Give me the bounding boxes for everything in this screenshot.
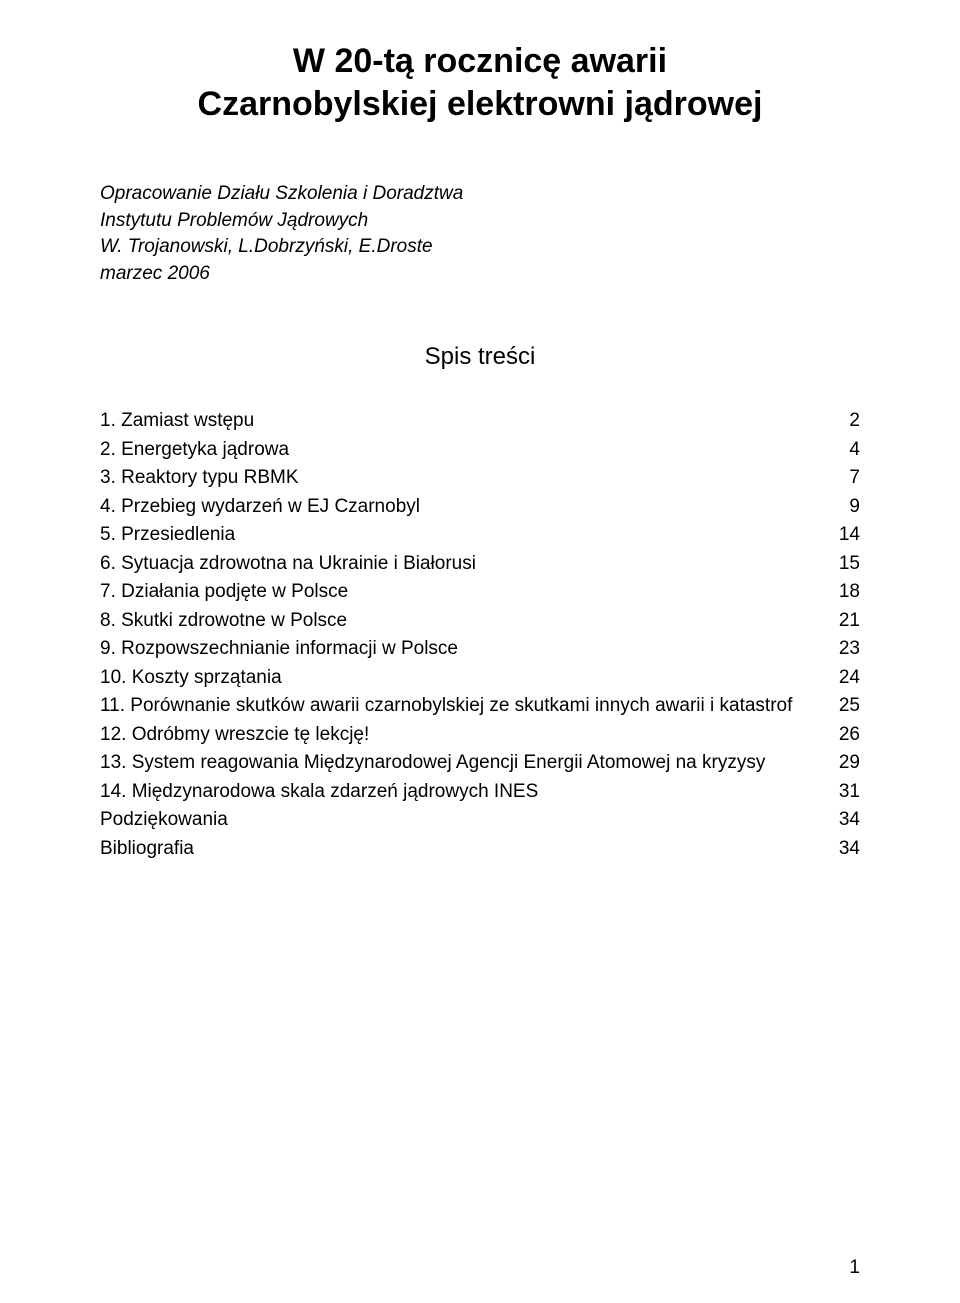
toc-label: 10. Koszty sprzątania	[100, 664, 820, 693]
footer-page-number: 1	[849, 1257, 860, 1279]
toc-row: 5. Przesiedlenia 14	[100, 521, 860, 550]
toc-row: 12. Odróbmy wreszcie tę lekcję! 26	[100, 721, 860, 750]
toc-label: 1. Zamiast wstępu	[100, 407, 820, 436]
title-block: W 20-tą rocznicę awarii Czarnobylskiej e…	[100, 40, 860, 125]
toc: 1. Zamiast wstępu 2 2. Energetyka jądrow…	[100, 407, 860, 863]
toc-page: 34	[820, 806, 860, 835]
toc-label: 5. Przesiedlenia	[100, 521, 820, 550]
toc-label: 6. Sytuacja zdrowotna na Ukrainie i Biał…	[100, 550, 820, 579]
toc-row: 4. Przebieg wydarzeń w EJ Czarnobyl 9	[100, 493, 860, 522]
attribution: Opracowanie Działu Szkolenia i Doradztwa…	[100, 181, 860, 287]
page: W 20-tą rocznicę awarii Czarnobylskiej e…	[0, 0, 960, 1303]
title-line-2: Czarnobylskiej elektrowni jądrowej	[100, 83, 860, 126]
toc-page: 4	[820, 436, 860, 465]
toc-page: 31	[820, 778, 860, 807]
toc-page: 14	[820, 521, 860, 550]
toc-row: 11. Porównanie skutków awarii czarnobyls…	[100, 692, 860, 721]
toc-page: 26	[820, 721, 860, 750]
toc-page: 34	[820, 835, 860, 864]
toc-row: 13. System reagowania Międzynarodowej Ag…	[100, 749, 860, 778]
attribution-line-4: marzec 2006	[100, 261, 860, 288]
toc-row: 6. Sytuacja zdrowotna na Ukrainie i Biał…	[100, 550, 860, 579]
toc-page: 25	[820, 692, 860, 721]
toc-page: 18	[820, 578, 860, 607]
toc-row: 9. Rozpowszechnianie informacji w Polsce…	[100, 635, 860, 664]
toc-row: 3. Reaktory typu RBMK 7	[100, 464, 860, 493]
toc-page: 24	[820, 664, 860, 693]
toc-row: 8. Skutki zdrowotne w Polsce 21	[100, 607, 860, 636]
toc-row: 7. Działania podjęte w Polsce 18	[100, 578, 860, 607]
toc-row: 2. Energetyka jądrowa 4	[100, 436, 860, 465]
title-line-1: W 20-tą rocznicę awarii	[100, 40, 860, 83]
toc-page: 7	[820, 464, 860, 493]
toc-page: 9	[820, 493, 860, 522]
toc-heading: Spis treści	[100, 343, 860, 371]
toc-label: 14. Międzynarodowa skala zdarzeń jądrowy…	[100, 778, 820, 807]
toc-row: 14. Międzynarodowa skala zdarzeń jądrowy…	[100, 778, 860, 807]
toc-page: 15	[820, 550, 860, 579]
toc-row: 10. Koszty sprzątania 24	[100, 664, 860, 693]
toc-row: 1. Zamiast wstępu 2	[100, 407, 860, 436]
toc-label: 2. Energetyka jądrowa	[100, 436, 820, 465]
toc-label: 7. Działania podjęte w Polsce	[100, 578, 820, 607]
toc-page: 21	[820, 607, 860, 636]
toc-label: 4. Przebieg wydarzeń w EJ Czarnobyl	[100, 493, 820, 522]
toc-page: 29	[820, 749, 860, 778]
toc-label: 11. Porównanie skutków awarii czarnobyls…	[100, 692, 820, 721]
toc-label: 9. Rozpowszechnianie informacji w Polsce	[100, 635, 820, 664]
toc-page: 2	[820, 407, 860, 436]
attribution-line-1: Opracowanie Działu Szkolenia i Doradztwa	[100, 181, 860, 208]
toc-label: Podziękowania	[100, 806, 820, 835]
toc-label: 13. System reagowania Międzynarodowej Ag…	[100, 749, 820, 778]
toc-label: 3. Reaktory typu RBMK	[100, 464, 820, 493]
toc-row: Bibliografia 34	[100, 835, 860, 864]
toc-label: Bibliografia	[100, 835, 820, 864]
toc-page: 23	[820, 635, 860, 664]
toc-label: 8. Skutki zdrowotne w Polsce	[100, 607, 820, 636]
attribution-line-3: W. Trojanowski, L.Dobrzyński, E.Droste	[100, 234, 860, 261]
attribution-line-2: Instytutu Problemów Jądrowych	[100, 208, 860, 235]
toc-label: 12. Odróbmy wreszcie tę lekcję!	[100, 721, 820, 750]
toc-row: Podziękowania 34	[100, 806, 860, 835]
